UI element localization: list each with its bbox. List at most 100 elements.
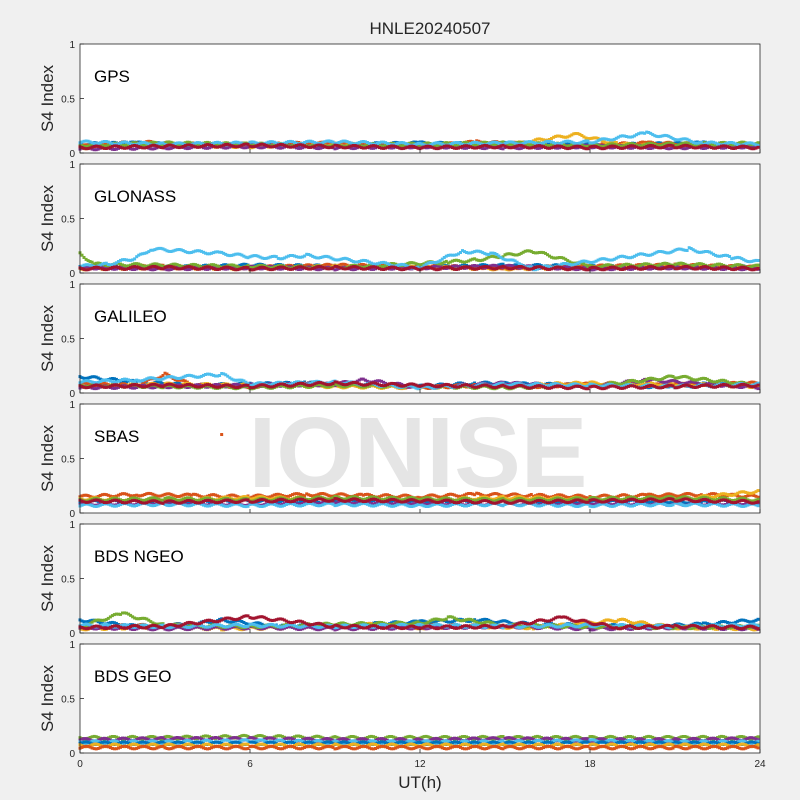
data-point bbox=[467, 144, 471, 148]
data-point bbox=[527, 143, 531, 147]
data-point bbox=[208, 146, 211, 150]
data-point bbox=[489, 145, 493, 149]
data-point bbox=[483, 147, 487, 151]
y-tick-label: 1 bbox=[69, 40, 75, 51]
data-point bbox=[689, 139, 693, 143]
data-point bbox=[406, 143, 410, 146]
data-point bbox=[151, 147, 155, 151]
data-point bbox=[736, 146, 740, 149]
data-point bbox=[339, 145, 343, 149]
data-point bbox=[272, 140, 276, 144]
data-point bbox=[554, 142, 558, 145]
data-point bbox=[675, 140, 679, 144]
data-point bbox=[183, 141, 187, 145]
data-point bbox=[244, 262, 248, 266]
data-point bbox=[224, 263, 228, 267]
data-point bbox=[216, 143, 220, 147]
data-point bbox=[163, 141, 167, 145]
data-point bbox=[202, 142, 205, 146]
data-point bbox=[469, 145, 473, 149]
data-point bbox=[222, 143, 226, 147]
data-point bbox=[404, 142, 408, 146]
data-point bbox=[463, 140, 466, 144]
data-point bbox=[665, 141, 669, 145]
data-point bbox=[629, 135, 632, 139]
data-point bbox=[440, 142, 444, 146]
data-point bbox=[321, 141, 325, 145]
data-point bbox=[240, 263, 244, 267]
data-point bbox=[519, 143, 523, 147]
data-point bbox=[167, 147, 171, 151]
data-point bbox=[533, 263, 537, 267]
data-point bbox=[742, 146, 746, 150]
data-point bbox=[683, 143, 687, 147]
data-point bbox=[732, 141, 736, 145]
data-point bbox=[649, 144, 653, 147]
data-point bbox=[88, 142, 92, 146]
data-point bbox=[537, 142, 541, 146]
data-point bbox=[716, 146, 719, 150]
data-point bbox=[685, 146, 689, 150]
data-point bbox=[301, 143, 305, 147]
data-point bbox=[183, 144, 187, 148]
data-point bbox=[499, 142, 503, 146]
data-point bbox=[102, 144, 106, 148]
data-point bbox=[284, 140, 288, 144]
data-point bbox=[493, 140, 497, 144]
data-point bbox=[361, 140, 365, 143]
data-point bbox=[131, 141, 135, 145]
data-point bbox=[131, 144, 135, 148]
data-point bbox=[390, 144, 394, 148]
data-point bbox=[96, 142, 100, 145]
data-point bbox=[398, 146, 402, 150]
data-point bbox=[459, 145, 462, 149]
data-point bbox=[380, 144, 383, 148]
data-point bbox=[679, 142, 683, 146]
data-point bbox=[600, 139, 604, 143]
data-point bbox=[214, 143, 218, 147]
data-point bbox=[357, 141, 361, 144]
data-point bbox=[612, 144, 616, 148]
data-point bbox=[457, 141, 460, 145]
data-point bbox=[600, 147, 604, 151]
data-point bbox=[497, 145, 501, 149]
data-point bbox=[420, 142, 424, 146]
data-point bbox=[673, 141, 677, 145]
data-point bbox=[754, 146, 758, 150]
data-point bbox=[497, 263, 501, 267]
data-point bbox=[305, 140, 309, 144]
data-point bbox=[410, 144, 414, 148]
data-point bbox=[681, 144, 685, 148]
data-point bbox=[361, 144, 365, 148]
data-point bbox=[157, 142, 161, 146]
data-point bbox=[450, 146, 454, 149]
data-point bbox=[110, 147, 114, 151]
data-point bbox=[119, 141, 122, 145]
data-point bbox=[604, 144, 608, 147]
data-point bbox=[693, 143, 697, 147]
data-point bbox=[685, 143, 689, 147]
data-point bbox=[402, 143, 406, 147]
data-point bbox=[497, 141, 501, 145]
data-point bbox=[475, 139, 479, 143]
data-point bbox=[145, 141, 149, 145]
data-point bbox=[204, 146, 207, 150]
data-point bbox=[669, 147, 673, 150]
data-point bbox=[639, 131, 643, 135]
data-point bbox=[139, 143, 143, 147]
data-point bbox=[471, 143, 475, 147]
data-point bbox=[533, 141, 537, 145]
data-point bbox=[566, 144, 570, 148]
data-point bbox=[206, 146, 209, 150]
data-point bbox=[88, 140, 92, 144]
data-point bbox=[501, 140, 505, 144]
data-point bbox=[465, 141, 468, 144]
data-point bbox=[199, 141, 203, 145]
data-point bbox=[669, 143, 673, 147]
data-point bbox=[98, 143, 102, 147]
data-point bbox=[175, 141, 179, 145]
data-point bbox=[637, 146, 641, 150]
data-point bbox=[153, 147, 157, 151]
data-point bbox=[169, 146, 173, 150]
data-point bbox=[537, 263, 541, 267]
